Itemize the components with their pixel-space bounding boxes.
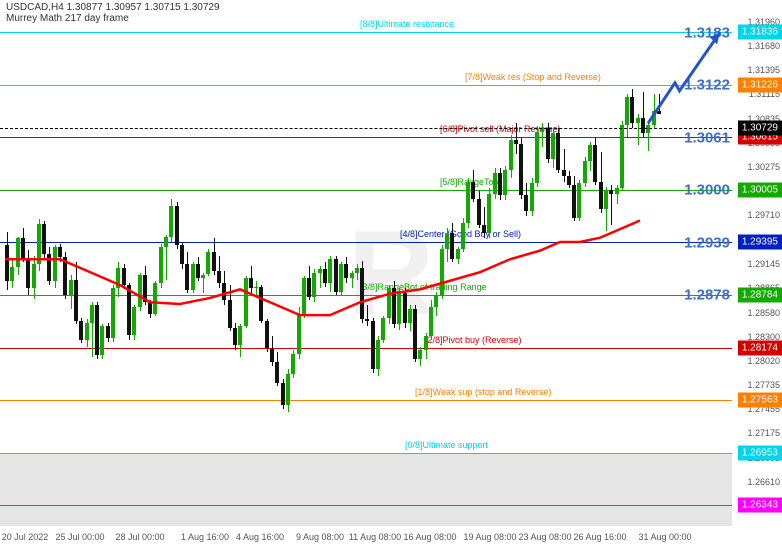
x-tick: 4 Aug 16:00 <box>236 532 284 542</box>
x-tick: 31 Aug 00:00 <box>638 532 691 542</box>
y-tick: 1.28020 <box>747 356 780 366</box>
y-tick: 1.29145 <box>747 259 780 269</box>
y-tick: 1.28580 <box>747 308 780 318</box>
price-label: 1.26953 <box>738 445 782 460</box>
chart-container: USDCAD,H4 1.30877 1.30957 1.30715 1.3072… <box>0 0 782 546</box>
y-tick: 1.29710 <box>747 210 780 220</box>
x-tick: 25 Jul 00:00 <box>55 532 104 542</box>
current-price-label: 1.30729 <box>738 120 782 135</box>
ohlc-text: 1.30877 1.30957 1.30715 1.30729 <box>67 2 220 13</box>
x-tick: 11 Aug 08:00 <box>349 532 401 542</box>
price-label: 1.26343 <box>738 498 782 513</box>
y-tick: 1.31680 <box>747 41 780 51</box>
x-tick: 16 Aug 08:00 <box>403 532 456 542</box>
price-label: 1.29395 <box>738 235 782 250</box>
x-tick: 26 Aug 16:00 <box>573 532 626 542</box>
price-label: 1.31836 <box>738 25 782 40</box>
x-tick: 19 Aug 08:00 <box>463 532 516 542</box>
price-label: 1.31226 <box>738 77 782 92</box>
price-label: 1.28784 <box>738 288 782 303</box>
y-tick: 1.27735 <box>747 380 780 390</box>
y-tick: 1.31395 <box>747 65 780 75</box>
price-label: 1.27563 <box>738 393 782 408</box>
x-tick: 1 Aug 16:00 <box>181 532 229 542</box>
y-tick: 1.27175 <box>747 428 780 438</box>
projection-arrow <box>0 14 732 526</box>
indicator-text: Murrey Math 217 day frame <box>6 13 129 24</box>
y-tick: 1.30275 <box>747 162 780 172</box>
price-label: 1.28174 <box>738 340 782 355</box>
symbol-text: USDCAD,H4 <box>6 2 64 13</box>
x-tick: 20 Jul 2022 <box>2 532 49 542</box>
price-label: 1.30005 <box>738 182 782 197</box>
chart-header: USDCAD,H4 1.30877 1.30957 1.30715 1.3072… <box>6 2 220 24</box>
x-tick: 28 Jul 00:00 <box>115 532 164 542</box>
x-tick: 23 Aug 08:00 <box>518 532 571 542</box>
x-axis: 20 Jul 2022 25 Jul 00:00 28 Jul 00:00 1 Aug… <box>0 526 732 546</box>
y-tick: 1.26610 <box>747 477 780 487</box>
x-tick: 9 Aug 08:00 <box>296 532 344 542</box>
